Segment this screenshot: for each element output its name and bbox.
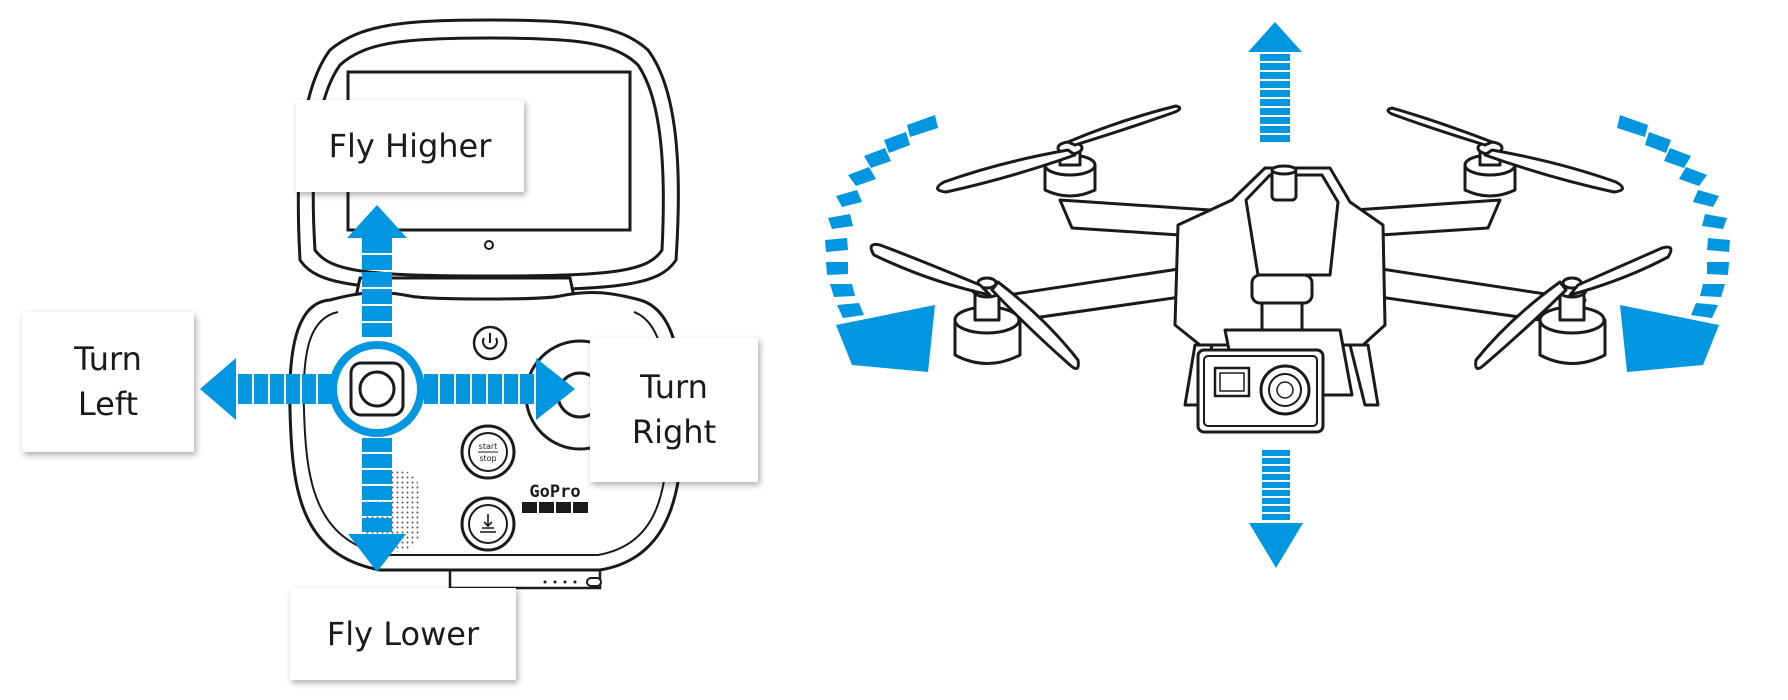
turn-left-label: Turn Left [22, 312, 194, 452]
drone-propeller-front-left-b [990, 280, 1080, 370]
drone-propeller-rear-right [1483, 148, 1624, 194]
fly-lower-arrow [348, 438, 406, 572]
drone-propeller-rear-right-b [1386, 106, 1494, 147]
drone-propeller-front-right-b [1474, 280, 1568, 370]
drone-propeller-front-right [1568, 245, 1673, 297]
yaw-right-arrow [1617, 115, 1730, 372]
drone-propeller-rear-left-b [1066, 104, 1182, 147]
land-icon [480, 514, 496, 533]
yaw-left-arrow [825, 115, 938, 372]
fly-higher-arrow [347, 205, 407, 337]
controller-bottom-edge [448, 570, 602, 590]
drone-gimbal-mount [1250, 273, 1314, 305]
drone-leg-right [1348, 343, 1380, 407]
turn-right-label: Turn Right [590, 338, 758, 482]
start-label: start [479, 442, 498, 451]
drone-propeller-rear-left [936, 148, 1077, 194]
gopro-logo: GoPro [529, 482, 580, 502]
power-icon [482, 333, 498, 350]
drone [869, 104, 1673, 434]
screen-sensor [484, 240, 494, 250]
drone-ascend-arrow [1248, 22, 1302, 142]
fly-higher-label: Fly Higher [296, 100, 524, 192]
left-joystick[interactable] [329, 341, 425, 437]
fly-lower-label: Fly Lower [290, 588, 516, 680]
drone-descend-arrow [1249, 450, 1303, 568]
turn-right-arrow [424, 358, 575, 420]
gopro-logo-bars [522, 502, 588, 513]
stop-label: stop [479, 454, 496, 463]
drone-propeller-front-left [869, 243, 992, 297]
turn-left-arrow [200, 358, 332, 420]
